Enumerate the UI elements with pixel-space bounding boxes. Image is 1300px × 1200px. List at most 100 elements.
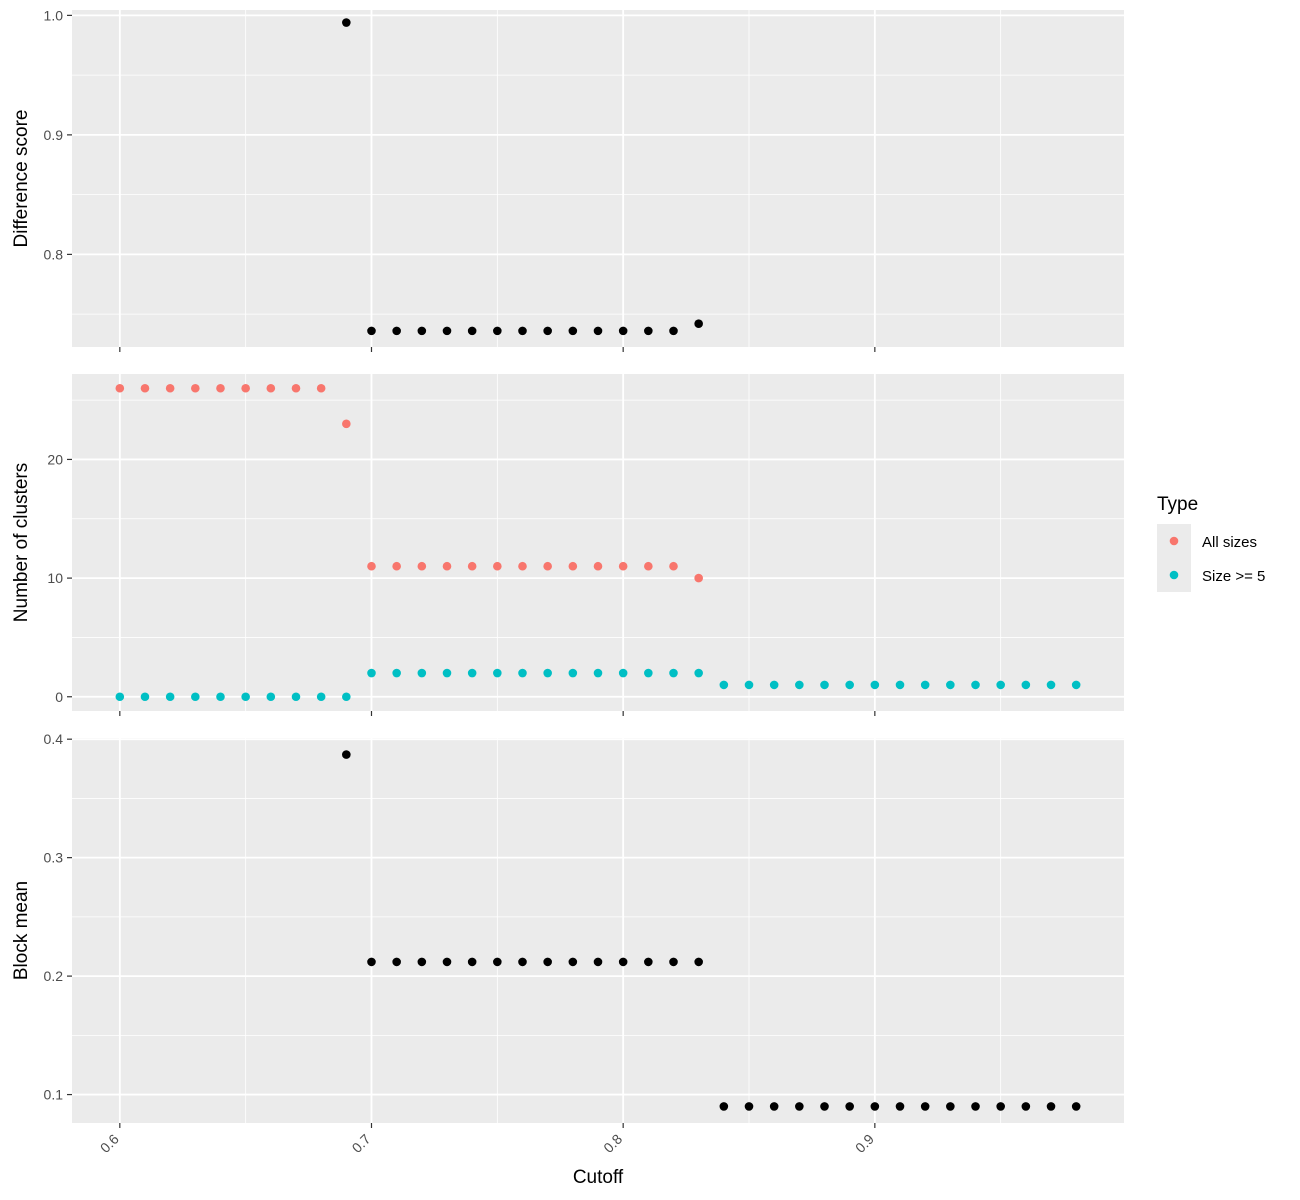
- x-tick-label: 0.7: [349, 1131, 374, 1156]
- data-point: [140, 692, 150, 702]
- y-tick-label: 0.4: [44, 731, 64, 747]
- data-point: [543, 561, 552, 571]
- panel-background: [72, 738, 1124, 1123]
- data-point: [342, 750, 351, 759]
- y-tick-label: 0.1: [44, 1087, 64, 1103]
- data-point: [342, 18, 351, 27]
- x-tick-label: 0.9: [852, 1131, 877, 1156]
- data-point: [518, 326, 527, 336]
- data-point: [442, 326, 452, 336]
- data-point: [744, 680, 754, 690]
- data-point: [1046, 1102, 1056, 1111]
- data-point: [442, 561, 452, 571]
- data-point: [493, 326, 502, 336]
- data-point: [543, 326, 552, 336]
- data-point: [644, 668, 653, 678]
- data-point: [417, 561, 427, 571]
- data-point: [316, 383, 326, 393]
- x-axis-title: Cutoff: [573, 1167, 624, 1188]
- data-point: [845, 1102, 854, 1111]
- data-point: [669, 668, 678, 678]
- data-point: [946, 1102, 955, 1111]
- data-point: [1071, 1102, 1081, 1111]
- data-point: [694, 957, 703, 967]
- data-point: [115, 383, 125, 393]
- data-point: [493, 668, 502, 678]
- data-point: [820, 680, 829, 690]
- data-point: [241, 692, 250, 702]
- y-tick-label: 10: [47, 570, 63, 586]
- data-point: [467, 668, 477, 678]
- data-point: [920, 680, 930, 690]
- data-point: [719, 1102, 729, 1111]
- data-point: [568, 957, 578, 967]
- data-point: [744, 1102, 754, 1111]
- data-point: [191, 692, 200, 702]
- data-point: [467, 561, 477, 571]
- data-point: [568, 326, 578, 336]
- x-tick-label: 0.8: [600, 1131, 625, 1156]
- data-point: [266, 383, 276, 393]
- data-point: [669, 957, 678, 967]
- data-point: [291, 692, 301, 702]
- data-point: [191, 383, 200, 393]
- data-point: [593, 561, 603, 571]
- legend-key-size-ge-5: [1169, 570, 1179, 580]
- data-point: [618, 326, 628, 336]
- data-point: [367, 326, 376, 336]
- data-point: [442, 668, 452, 678]
- data-point: [971, 1102, 980, 1111]
- data-point: [165, 692, 175, 702]
- panel-background: [72, 374, 1124, 711]
- data-point: [996, 1102, 1005, 1111]
- data-point: [769, 680, 779, 690]
- data-point: [669, 561, 678, 571]
- data-point: [493, 957, 502, 967]
- data-point: [895, 680, 905, 690]
- data-point: [392, 668, 401, 678]
- y-tick-label: 1.0: [44, 7, 64, 23]
- data-point: [895, 1102, 905, 1111]
- data-point: [342, 692, 351, 702]
- data-point: [266, 692, 276, 702]
- data-point: [165, 383, 175, 393]
- data-point: [1021, 680, 1031, 690]
- data-point: [669, 326, 678, 336]
- data-point: [518, 561, 527, 571]
- data-point: [367, 668, 376, 678]
- data-point: [115, 692, 125, 702]
- series-1: [342, 750, 1081, 1111]
- y-tick-label: 0.2: [44, 968, 64, 984]
- data-point: [518, 957, 527, 967]
- data-point: [593, 957, 603, 967]
- legend-label: Size >= 5: [1202, 568, 1265, 585]
- data-point: [417, 326, 427, 336]
- data-point: [845, 680, 854, 690]
- data-point: [392, 561, 401, 571]
- data-point: [870, 680, 880, 690]
- legend-label: All sizes: [1202, 534, 1257, 551]
- data-point: [946, 680, 955, 690]
- data-point: [870, 1102, 880, 1111]
- data-point: [493, 561, 502, 571]
- data-point: [593, 668, 603, 678]
- series-1: [342, 18, 703, 336]
- data-point: [593, 326, 603, 336]
- data-point: [694, 668, 703, 678]
- panel-background: [72, 10, 1124, 347]
- data-point: [694, 319, 703, 328]
- data-point: [392, 326, 401, 336]
- data-point: [644, 957, 653, 967]
- panel-2: 0 10 20 Number of clusters: [11, 374, 1124, 716]
- data-point: [467, 326, 477, 336]
- data-point: [719, 680, 729, 690]
- data-point: [417, 668, 427, 678]
- data-point: [291, 383, 301, 393]
- data-point: [971, 680, 980, 690]
- data-point: [216, 692, 225, 702]
- data-point: [618, 957, 628, 967]
- data-point: [543, 668, 552, 678]
- panel-1: 0.8 0.9 1.0 Difference score: [11, 7, 1124, 352]
- y-axis-title: Block mean: [11, 881, 32, 980]
- x-tick-label: 0.6: [97, 1131, 122, 1156]
